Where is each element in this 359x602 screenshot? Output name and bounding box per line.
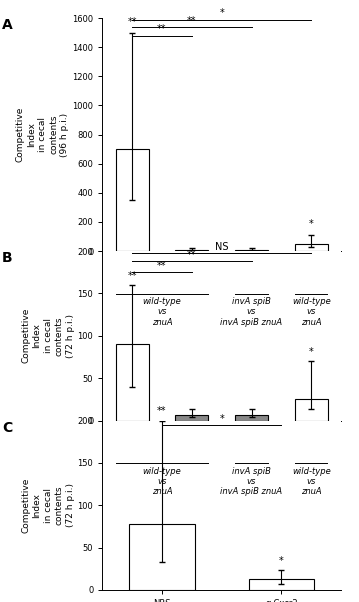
Text: *: * bbox=[219, 414, 224, 424]
Bar bbox=[120, 429, 145, 462]
Text: *: * bbox=[219, 8, 224, 18]
Y-axis label: Competitive
Index
in cecal
contents
(96 h p.i.): Competitive Index in cecal contents (96 … bbox=[16, 107, 69, 163]
Text: invA spiB
vs
invA spiB znuA: invA spiB vs invA spiB znuA bbox=[220, 297, 283, 327]
Text: **: ** bbox=[187, 250, 197, 261]
Bar bbox=[116, 344, 149, 421]
Bar bbox=[248, 579, 314, 590]
Text: *: * bbox=[279, 556, 284, 566]
Bar bbox=[129, 524, 195, 590]
Bar bbox=[116, 149, 149, 251]
Bar bbox=[239, 258, 264, 293]
Bar bbox=[295, 399, 328, 421]
Text: wild-type
vs
znuA: wild-type vs znuA bbox=[143, 467, 181, 496]
Text: **: ** bbox=[157, 261, 167, 272]
Bar bbox=[176, 415, 208, 421]
Bar bbox=[235, 415, 268, 421]
Text: A: A bbox=[2, 18, 13, 32]
Text: **: ** bbox=[127, 271, 137, 281]
Text: wild-type
vs
znuA: wild-type vs znuA bbox=[143, 297, 181, 327]
Y-axis label: Competitive
Index
in cecal
contents
(72 h p.i.): Competitive Index in cecal contents (72 … bbox=[21, 308, 75, 364]
Text: **: ** bbox=[157, 24, 167, 34]
Bar bbox=[168, 429, 216, 452]
Bar bbox=[120, 258, 145, 293]
Text: **: ** bbox=[157, 406, 167, 416]
Text: invA spiB
vs
invA spiB znuA: invA spiB vs invA spiB znuA bbox=[220, 467, 283, 496]
Text: **: ** bbox=[187, 16, 197, 26]
Y-axis label: Competitive
Index
in cecal
contents
(72 h p.i.): Competitive Index in cecal contents (72 … bbox=[21, 477, 75, 533]
Text: **: ** bbox=[127, 17, 137, 27]
Bar bbox=[288, 429, 335, 462]
Bar bbox=[239, 429, 264, 462]
Bar bbox=[288, 258, 335, 293]
Bar bbox=[235, 250, 268, 251]
Bar bbox=[176, 250, 208, 251]
Bar bbox=[168, 258, 216, 282]
Text: wild-type
vs
znuA: wild-type vs znuA bbox=[292, 297, 331, 327]
Text: *: * bbox=[309, 219, 313, 229]
Text: *: * bbox=[309, 347, 313, 357]
Text: C: C bbox=[2, 421, 12, 435]
Text: B: B bbox=[2, 251, 13, 265]
Text: NS: NS bbox=[215, 242, 228, 252]
Bar bbox=[295, 244, 328, 251]
Text: wild-type
vs
znuA: wild-type vs znuA bbox=[292, 467, 331, 496]
